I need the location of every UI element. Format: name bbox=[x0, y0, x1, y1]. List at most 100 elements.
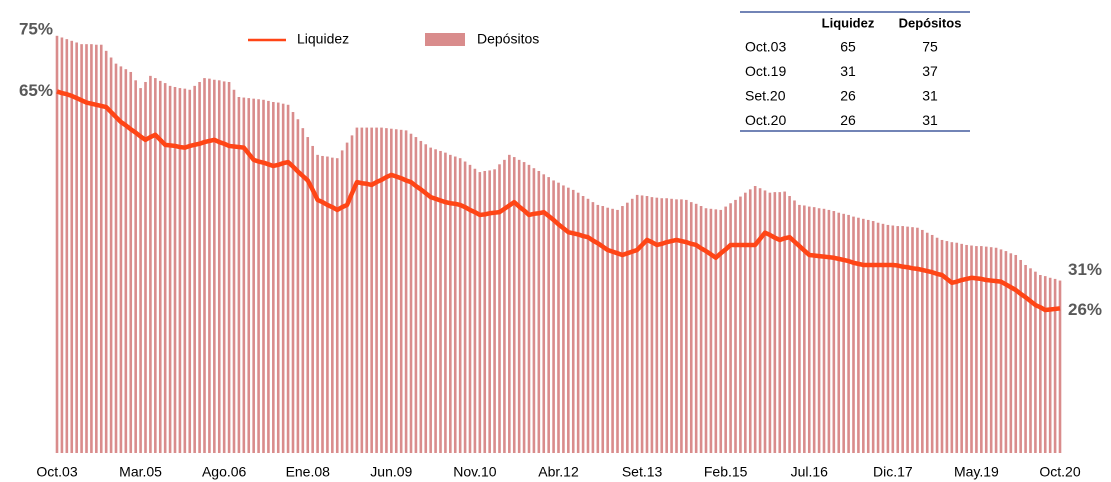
bar bbox=[55, 35, 59, 453]
bar bbox=[847, 214, 850, 453]
bar bbox=[272, 102, 275, 453]
bar bbox=[493, 169, 496, 453]
bar bbox=[257, 99, 260, 453]
bar bbox=[281, 103, 285, 454]
bar bbox=[227, 81, 231, 453]
bar bbox=[665, 198, 668, 453]
bar bbox=[891, 225, 895, 453]
x-tick-label: Oct.20 bbox=[1039, 464, 1080, 480]
bar bbox=[758, 188, 762, 453]
bar bbox=[527, 164, 531, 454]
bar bbox=[276, 102, 280, 453]
bar bbox=[232, 89, 236, 454]
bar bbox=[739, 196, 742, 453]
bar bbox=[866, 219, 870, 453]
bar bbox=[1014, 254, 1018, 453]
bar bbox=[965, 244, 968, 453]
bar bbox=[626, 202, 629, 453]
bar bbox=[242, 97, 246, 454]
bar bbox=[699, 206, 703, 453]
bar bbox=[581, 196, 585, 453]
bar bbox=[822, 208, 826, 453]
x-tick-label: Jul.16 bbox=[791, 464, 829, 480]
bar bbox=[350, 135, 354, 453]
x-tick-label: Mar.05 bbox=[119, 464, 162, 480]
bar bbox=[168, 85, 172, 453]
bar bbox=[975, 246, 978, 453]
bar bbox=[419, 140, 423, 453]
bar bbox=[508, 154, 511, 453]
bar bbox=[60, 37, 64, 453]
bar bbox=[483, 170, 487, 453]
table-cell: 31 bbox=[922, 112, 938, 128]
bar bbox=[124, 69, 128, 453]
bar bbox=[881, 223, 885, 453]
bar bbox=[512, 157, 516, 453]
bar bbox=[773, 192, 777, 453]
bar bbox=[871, 221, 875, 453]
table-header: Liquidez bbox=[822, 15, 875, 30]
bar bbox=[596, 204, 600, 453]
bar bbox=[178, 88, 182, 453]
table-row-label: Oct.03 bbox=[745, 39, 786, 55]
bar bbox=[768, 192, 772, 454]
bar bbox=[724, 206, 727, 453]
data-label: 26% bbox=[1068, 300, 1102, 319]
bar bbox=[921, 229, 924, 453]
bar bbox=[901, 226, 904, 453]
bar bbox=[134, 80, 137, 453]
bar bbox=[537, 170, 541, 453]
bar bbox=[714, 209, 718, 453]
bar bbox=[311, 145, 314, 453]
legend-swatch bbox=[425, 33, 465, 46]
data-label: 75% bbox=[19, 19, 53, 38]
bar bbox=[857, 217, 860, 453]
bar bbox=[547, 177, 550, 453]
bar bbox=[70, 40, 74, 453]
bar bbox=[704, 208, 708, 453]
bar bbox=[154, 78, 157, 454]
bar bbox=[635, 194, 639, 453]
bar bbox=[567, 187, 570, 453]
bar bbox=[119, 66, 123, 453]
x-tick-label: Set.13 bbox=[622, 464, 663, 480]
table-row-label: Set.20 bbox=[745, 88, 786, 104]
bar bbox=[803, 205, 806, 453]
bar bbox=[444, 152, 447, 453]
bar bbox=[473, 168, 477, 453]
bar bbox=[409, 133, 413, 453]
x-tick-label: Oct.03 bbox=[36, 464, 77, 480]
bar bbox=[621, 206, 624, 453]
bar bbox=[729, 203, 732, 453]
bar bbox=[685, 199, 688, 453]
bar bbox=[935, 237, 939, 453]
bar bbox=[449, 154, 452, 453]
bar bbox=[970, 245, 973, 453]
x-tick-label: Feb.15 bbox=[704, 464, 748, 480]
bar bbox=[296, 119, 300, 453]
bar bbox=[817, 208, 821, 453]
bar bbox=[925, 232, 929, 453]
bar bbox=[252, 98, 255, 453]
bar bbox=[404, 130, 408, 453]
x-tick-label: Abr.12 bbox=[538, 464, 579, 480]
bar bbox=[896, 226, 900, 453]
bar bbox=[532, 168, 536, 453]
bar bbox=[188, 89, 192, 454]
bar bbox=[753, 186, 757, 453]
bar bbox=[183, 88, 187, 453]
bar bbox=[852, 216, 855, 453]
bar bbox=[960, 243, 963, 453]
table-cell: 75 bbox=[922, 39, 938, 55]
bar bbox=[340, 150, 344, 453]
bar bbox=[660, 198, 664, 453]
table-cell: 31 bbox=[840, 63, 856, 79]
bar bbox=[99, 44, 103, 454]
bar bbox=[940, 239, 944, 453]
bar bbox=[640, 195, 644, 454]
bar bbox=[591, 202, 595, 453]
bar bbox=[1058, 280, 1062, 453]
bar bbox=[247, 98, 251, 454]
legend-label: Liquidez bbox=[297, 31, 349, 47]
